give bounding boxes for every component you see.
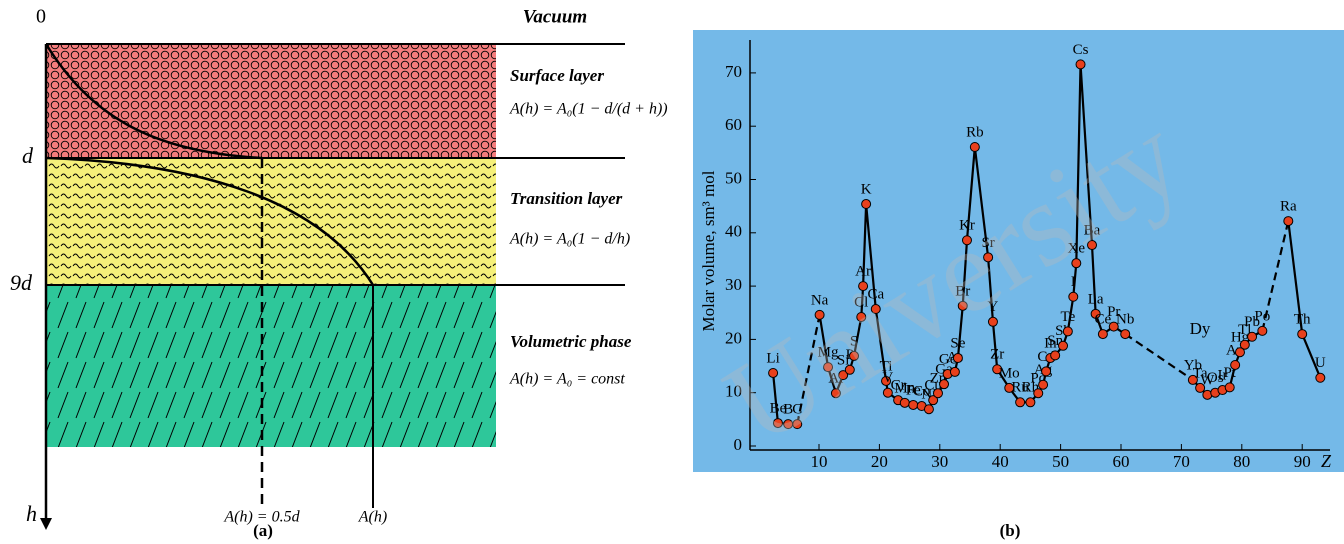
data-point: [909, 400, 918, 409]
x-tick-label: 20: [871, 452, 888, 471]
figure: 0 Vacuum Surface layer A(h) = A₀(1 − d/(…: [0, 0, 1344, 544]
layer-title: Surface layer: [510, 66, 604, 85]
formula: A(h) = A₀(1 − d/h): [509, 231, 630, 248]
data-point: [1225, 383, 1234, 392]
data-point: [1121, 330, 1130, 339]
point-label: Nb: [1116, 312, 1134, 328]
y-tick-label: 30: [725, 275, 742, 294]
point-label: U: [1315, 355, 1326, 371]
data-point: [1034, 389, 1043, 398]
transition-pattern: [46, 158, 496, 285]
h-label: h: [26, 501, 37, 526]
data-point: [1051, 351, 1060, 360]
data-point: [1059, 341, 1068, 350]
origin-label: 0: [36, 6, 46, 28]
annotation: Dy: [1190, 319, 1211, 338]
data-point: [933, 389, 942, 398]
data-point: [862, 200, 871, 209]
page: {"diagram": {"origin": "0", "vacuum": "V…: [0, 0, 1344, 544]
point-label: La: [1088, 291, 1104, 307]
depth-label: d: [22, 143, 34, 168]
x-tick-label: 10: [811, 452, 828, 471]
data-point: [1016, 398, 1025, 407]
vacuum-label: Vacuum: [523, 6, 587, 27]
data-point: [1248, 332, 1257, 341]
data-point: [900, 398, 909, 407]
point-label: Zr: [990, 347, 1004, 363]
x-axis-label: Z: [1321, 451, 1332, 471]
y-axis-label: Molar volume, sm³ mol: [699, 170, 718, 331]
point-label: Te: [1060, 309, 1075, 325]
x-tick-label: 30: [931, 452, 948, 471]
layer-title: Volumetric phase: [510, 332, 632, 351]
surface-pattern: [46, 44, 496, 158]
data-point: [1026, 398, 1035, 407]
point-label: Po: [1254, 308, 1270, 324]
data-point: [1039, 380, 1048, 389]
data-point: [1069, 292, 1078, 301]
y-tick-label: 60: [725, 115, 742, 134]
h-arrow: [40, 518, 52, 530]
volumetric-pattern: [46, 285, 496, 447]
data-point: [970, 142, 979, 151]
point-label: Th: [1294, 312, 1311, 328]
data-point: [1098, 330, 1107, 339]
data-point: [1231, 360, 1240, 369]
x-tick-label: 80: [1233, 452, 1250, 471]
data-point: [924, 405, 933, 414]
ah-label: A(h): [358, 509, 387, 526]
data-point: [1042, 367, 1051, 376]
data-point: [1076, 60, 1085, 69]
data-point: [1284, 217, 1293, 226]
caption: (b): [1000, 521, 1021, 540]
layer-title: Transition layer: [510, 189, 623, 208]
x-tick-label: 40: [992, 452, 1009, 471]
caption: (a): [253, 521, 273, 540]
y-tick-label: 0: [734, 435, 743, 454]
data-point: [1316, 373, 1325, 382]
point-label: Ra: [1280, 199, 1297, 215]
y-tick-label: 40: [725, 222, 742, 241]
data-point: [1258, 326, 1267, 335]
x-tick-label: 90: [1294, 452, 1311, 471]
data-point: [950, 367, 959, 376]
panel-a: 0 Vacuum Surface layer A(h) = A₀(1 − d/(…: [10, 6, 668, 540]
formula: A(h) = A₀ = const: [509, 371, 625, 388]
point-label: K: [861, 181, 872, 197]
x-tick-label: 50: [1052, 452, 1069, 471]
y-tick-label: 70: [725, 62, 742, 81]
data-point: [1240, 340, 1249, 349]
data-point: [940, 380, 949, 389]
point-label: Rb: [966, 124, 984, 140]
point-label: Cs: [1073, 42, 1089, 58]
data-point: [1298, 330, 1307, 339]
depth-label: 9d: [10, 270, 33, 295]
x-tick-label: 70: [1173, 452, 1190, 471]
x-tick-label: 60: [1113, 452, 1130, 471]
y-tick-label: 50: [725, 168, 742, 187]
formula: A(h) = A₀(1 − d/(d + h)): [509, 101, 668, 118]
data-point: [1063, 327, 1072, 336]
